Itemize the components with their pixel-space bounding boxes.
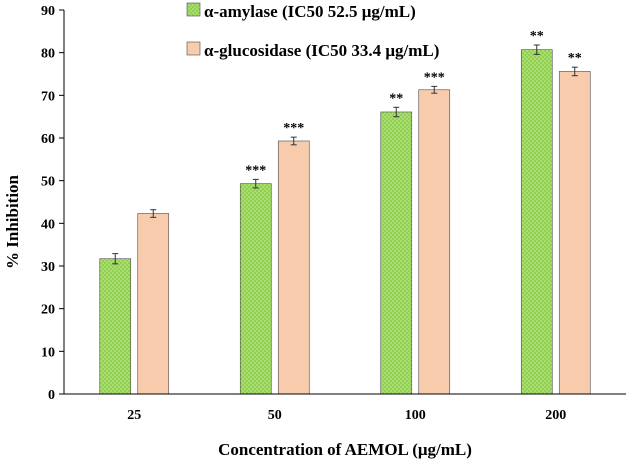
legend-label: α-glucosidase (IC50 33.4 μg/mL) — [204, 41, 439, 60]
significance-label: *** — [283, 121, 304, 136]
x-tick-label: 200 — [545, 408, 566, 423]
legend: α-amylase (IC50 52.5 μg/mL) α-glucosidase… — [186, 2, 439, 60]
significance-label: *** — [424, 70, 445, 85]
error-bar — [252, 178, 259, 189]
legend-swatch — [186, 2, 201, 17]
bar-glucosidase-200 — [558, 71, 591, 395]
y-tick-label: 90 — [41, 4, 55, 19]
legend-label: α-amylase (IC50 52.5 μg/mL) — [204, 2, 416, 21]
legend-swatch — [186, 41, 201, 56]
y-axis-title: % Inhibition — [3, 174, 22, 269]
error-bar — [393, 106, 400, 118]
bar-amylase-100 — [380, 111, 413, 395]
x-axis-ticks: 25 50 100 200 — [127, 408, 566, 423]
x-axis-title: Concentration of AEMOL (μg/mL) — [218, 440, 472, 459]
x-tick-label: 25 — [127, 408, 141, 423]
error-bar — [571, 66, 578, 77]
bar-glucosidase-50 — [277, 140, 310, 395]
y-tick-label: 50 — [41, 175, 55, 190]
y-tick-label: 30 — [41, 260, 55, 275]
bars: *************** — [99, 29, 591, 395]
x-tick-label: 100 — [405, 408, 426, 423]
bar-amylase-200 — [520, 49, 553, 395]
significance-label: *** — [245, 163, 266, 178]
bar-amylase-25 — [99, 258, 132, 395]
error-bar — [533, 44, 540, 55]
y-tick-label: 0 — [48, 388, 55, 403]
significance-label: ** — [389, 91, 403, 106]
error-bar — [290, 136, 297, 146]
y-tick-label: 20 — [41, 303, 55, 318]
error-bar — [431, 85, 438, 94]
error-bar — [112, 253, 119, 265]
y-tick-label: 80 — [41, 47, 55, 62]
y-tick-label: 70 — [41, 89, 55, 104]
error-bar — [150, 209, 157, 218]
y-tick-label: 60 — [41, 132, 55, 147]
y-tick-label: 40 — [41, 217, 55, 232]
y-tick-label: 10 — [41, 345, 55, 360]
y-axis-ticks: 0 10 20 30 40 50 60 70 80 90 — [41, 4, 64, 403]
significance-label: ** — [568, 51, 582, 66]
bar-glucosidase-25 — [137, 213, 170, 395]
bar-glucosidase-100 — [418, 89, 451, 395]
bar-amylase-50 — [239, 183, 272, 395]
significance-label: ** — [530, 29, 544, 44]
x-tick-label: 50 — [268, 408, 282, 423]
